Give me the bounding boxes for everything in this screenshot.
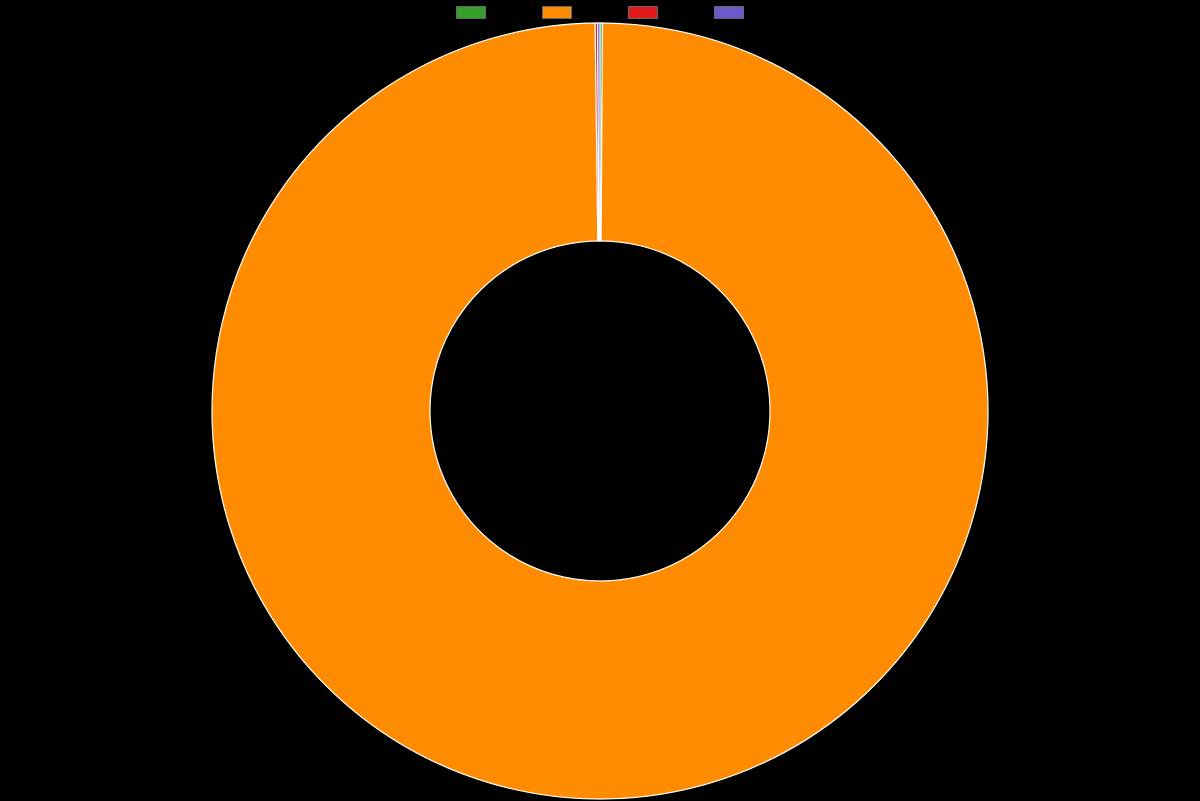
legend-item — [456, 6, 486, 19]
legend-item — [542, 6, 572, 19]
legend-swatch — [628, 6, 658, 19]
legend-swatch — [542, 6, 572, 19]
donut-chart-container — [0, 22, 1200, 800]
legend-item — [628, 6, 658, 19]
legend-swatch — [456, 6, 486, 19]
legend-swatch — [714, 6, 744, 19]
donut-chart — [210, 21, 990, 801]
legend-item — [714, 6, 744, 19]
legend — [0, 0, 1200, 19]
